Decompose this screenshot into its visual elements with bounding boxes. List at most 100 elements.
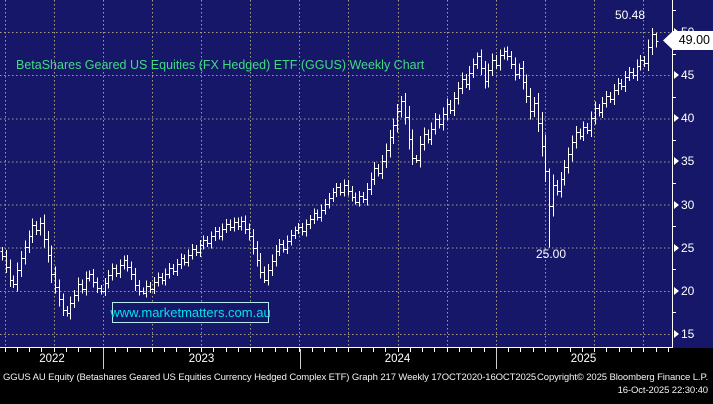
x-minor-tick [606, 348, 607, 352]
watermark-box: www.marketmatters.com.au [110, 302, 271, 323]
last-price-callout: 49.00 [663, 31, 713, 50]
x-minor-tick [422, 348, 423, 352]
x-year-label: 2023 [188, 353, 215, 365]
x-minor-tick [594, 348, 595, 352]
y-axis-label: 25 [674, 241, 694, 255]
x-minor-tick [619, 348, 620, 352]
x-minor-tick [520, 348, 521, 352]
x-minor-tick [471, 348, 472, 352]
copyright-text: Copyright© 2025 Bloomberg Finance L.P. [537, 372, 708, 383]
y-axis-label: 40 [674, 111, 694, 125]
y-minor-tick [672, 54, 676, 55]
x-minor-tick [29, 348, 30, 352]
x-minor-tick [508, 348, 509, 352]
y-axis-line [672, 0, 673, 348]
y-tick-arrow-icon [674, 286, 679, 295]
x-minor-tick [373, 348, 374, 352]
y-tick-value: 30 [681, 197, 695, 212]
x-minor-tick [164, 348, 165, 352]
y-minor-tick [672, 140, 676, 141]
year-separator [103, 349, 104, 369]
x-minor-tick [275, 348, 276, 352]
x-minor-tick [348, 348, 349, 352]
ohlc-chart-canvas [0, 0, 672, 347]
x-year-label: 2025 [570, 353, 597, 365]
bottom-panel [0, 348, 713, 404]
x-minor-tick [361, 348, 362, 352]
x-minor-tick [324, 348, 325, 352]
x-minor-tick [643, 348, 644, 352]
x-minor-tick [385, 348, 386, 352]
x-minor-tick [213, 348, 214, 352]
x-minor-tick [78, 348, 79, 352]
year-separator [300, 349, 301, 369]
y-axis-label: 45 [674, 68, 694, 82]
y-minor-tick [672, 183, 676, 184]
x-minor-tick [398, 348, 399, 352]
x-minor-tick [41, 348, 42, 352]
chart-plot-area [0, 0, 672, 347]
x-minor-tick [336, 348, 337, 352]
y-tick-value: 45 [681, 68, 695, 83]
timestamp: 16-Oct-2025 22:30:40 [617, 385, 709, 396]
y-minor-tick [672, 226, 676, 227]
y-tick-arrow-icon [674, 330, 679, 338]
x-minor-tick [127, 348, 128, 352]
x-minor-tick [189, 348, 190, 352]
y-axis-label: 20 [674, 284, 694, 298]
security-description: GGUS AU Equity (Betashares Geared US Equ… [3, 372, 537, 383]
y-tick-arrow-icon [674, 200, 679, 209]
watermark-url: www.marketmatters.com.au [110, 305, 271, 320]
x-minor-tick [557, 348, 558, 352]
y-axis-label: 30 [674, 198, 694, 212]
year-separator [496, 349, 497, 369]
y-tick-arrow-icon [674, 71, 679, 80]
y-minor-tick [672, 10, 676, 11]
x-minor-tick [152, 348, 153, 352]
x-minor-tick [250, 348, 251, 352]
x-year-label: 2024 [384, 353, 411, 365]
y-tick-value: 20 [681, 283, 695, 298]
x-minor-tick [533, 348, 534, 352]
x-minor-tick [656, 348, 657, 352]
y-tick-value: 40 [681, 111, 695, 126]
x-minor-tick [447, 348, 448, 352]
x-minor-tick [484, 348, 485, 352]
y-tick-value: 35 [681, 154, 695, 169]
x-minor-tick [262, 348, 263, 352]
x-minor-tick [90, 348, 91, 352]
x-minor-tick [54, 348, 55, 352]
x-minor-tick [410, 348, 411, 352]
x-minor-tick [312, 348, 313, 352]
x-minor-tick [176, 348, 177, 352]
y-tick-value: 15 [681, 327, 695, 341]
status-bar: GGUS AU Equity (Betashares Geared US Equ… [3, 372, 708, 396]
x-minor-tick [582, 348, 583, 352]
chart-title: BetaShares Geared US Equities (FX Hedged… [16, 58, 425, 72]
y-tick-value: 25 [681, 240, 695, 255]
x-minor-tick [115, 348, 116, 352]
y-axis-label: 15 [674, 327, 694, 341]
high-price-annotation: 50.48 [615, 8, 646, 22]
x-axis-line [0, 347, 673, 348]
x-minor-tick [238, 348, 239, 352]
y-minor-tick [672, 269, 676, 270]
x-minor-tick [17, 348, 18, 352]
x-minor-tick [668, 348, 669, 352]
x-minor-tick [66, 348, 67, 352]
x-minor-tick [287, 348, 288, 352]
low-price-annotation: 25.00 [536, 247, 567, 261]
x-minor-tick [140, 348, 141, 352]
y-tick-arrow-icon [674, 243, 679, 252]
x-minor-tick [201, 348, 202, 352]
y-tick-arrow-icon [674, 114, 679, 123]
x-minor-tick [226, 348, 227, 352]
x-minor-tick [5, 348, 6, 352]
ohlc-bars [0, 27, 659, 320]
x-minor-tick [459, 348, 460, 352]
x-minor-tick [299, 348, 300, 352]
y-minor-tick [672, 312, 676, 313]
x-minor-tick [545, 348, 546, 352]
y-axis-label: 35 [674, 154, 694, 168]
